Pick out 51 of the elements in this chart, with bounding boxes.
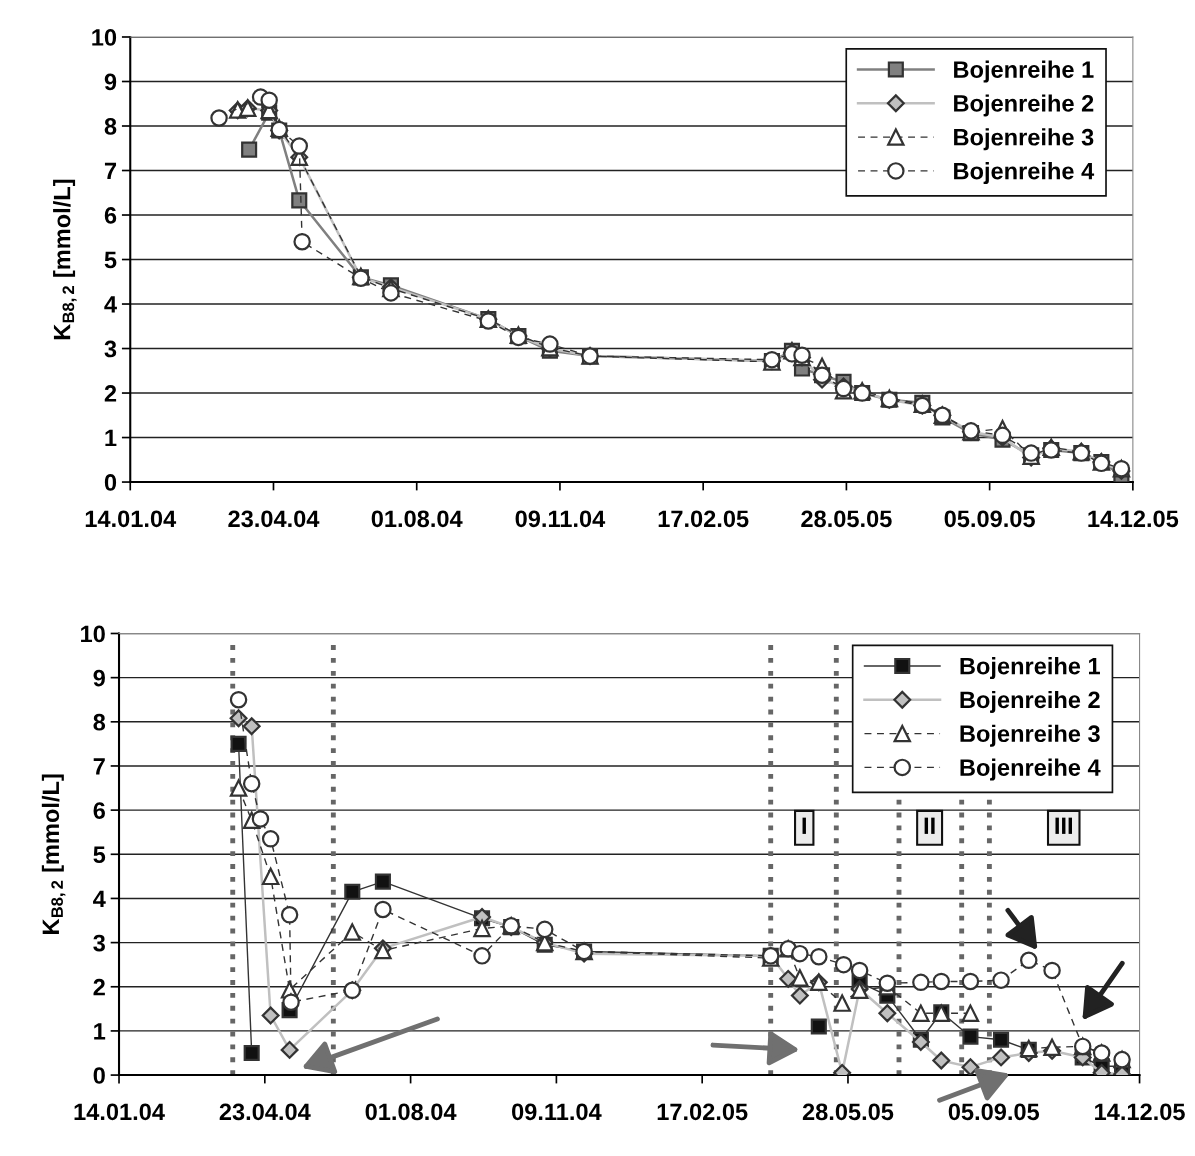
y-tick-label: 8 [93,713,106,731]
x-tick-label: 09.11.04 [515,510,606,528]
legend-label: Bojenreihe 4 [954,162,1095,185]
x-tick-label: 17.02.05 [658,510,749,528]
y-tick-label: 6 [104,207,117,224]
y-tick-label: 1 [94,1023,106,1040]
x-tick-label: 23.04.04 [219,1103,311,1121]
x-tick-label: 14.12.05 [1088,510,1179,528]
y-tick-label: 0 [104,474,117,491]
y-tick-label: 6 [93,802,105,819]
annotation: II [924,817,935,834]
y-tick-label: 3 [93,934,105,952]
y-tick-label: 7 [93,758,105,775]
x-tick-label: 23.04.04 [228,510,320,528]
annotation: I [802,817,806,834]
y-tick-label: 4 [93,890,106,907]
y-axis-title: K$_{B8,2}$ [mmol/L] [53,179,77,340]
y-tick-label: 10 [81,625,105,643]
y-tick-label: 7 [104,162,117,180]
x-tick-label: 05.09.05 [944,510,1035,528]
x-tick-label: 28.05.05 [802,1103,894,1121]
x-tick-label: 28.05.05 [801,510,892,528]
x-tick-label: 05.09.05 [948,1103,1040,1121]
legend-label: Bojenreihe 3 [954,128,1094,151]
y-tick-label: 5 [104,251,117,269]
y-tick-label: 3 [104,340,117,358]
y-tick-label: 5 [93,846,106,864]
y-axis-title: K$_{B8,2}$ [mmol/L] [41,774,66,934]
annotation: III [1055,817,1072,834]
x-tick-label: 17.02.05 [657,1103,748,1121]
x-tick-label: 01.08.04 [371,510,463,528]
y-tick-label: 2 [104,385,117,402]
y-tick-label: 10 [92,29,117,46]
legend-label: Bojenreihe 3 [960,724,1100,747]
y-tick-label: 9 [104,73,117,91]
y-tick-label: 1 [105,429,117,447]
x-tick-label: 14.01.04 [74,1103,165,1121]
x-tick-label: 01.08.04 [365,1103,457,1121]
y-tick-label: 8 [104,118,117,135]
legend-label: Bojenreihe 1 [954,60,1094,83]
legend-label: Bojenreihe 2 [960,690,1100,713]
legend-label: Bojenreihe 1 [960,657,1100,680]
x-tick-label: 09.11.04 [512,1103,602,1121]
y-tick-label: 0 [93,1067,105,1084]
y-tick-label: 4 [104,296,117,313]
x-tick-label: 14.01.04 [85,510,177,528]
legend-label: Bojenreihe 4 [960,758,1101,781]
legend-label: Bojenreihe 2 [954,94,1094,117]
y-tick-label: 2 [93,978,105,996]
y-tick-label: 9 [93,669,105,687]
x-tick-label: 14.12.05 [1095,1103,1185,1121]
